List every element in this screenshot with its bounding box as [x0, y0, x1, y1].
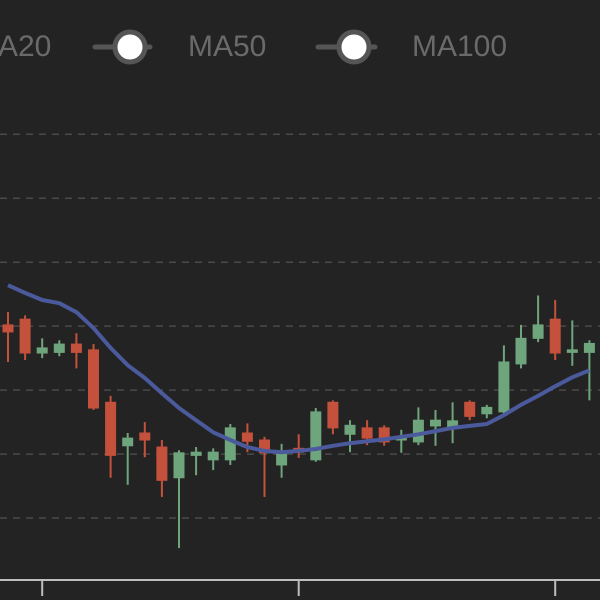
- candle-body: [498, 361, 510, 413]
- candle-body: [412, 419, 424, 443]
- candle-body: [105, 401, 117, 456]
- ma-line: [7, 283, 591, 455]
- candle-body: [88, 349, 99, 409]
- candle-body: [139, 432, 151, 441]
- candle-body: [207, 451, 219, 461]
- legend-label: MA20: [0, 30, 51, 63]
- candle-body: [566, 349, 578, 353]
- legend-label: MA100: [412, 30, 507, 63]
- legend-icon-dot: [112, 29, 148, 65]
- candle-body: [549, 318, 561, 354]
- candle-body: [173, 452, 185, 479]
- candle-body: [310, 411, 322, 461]
- legend-label: MA50: [188, 30, 266, 63]
- candle-body: [224, 427, 236, 461]
- candle-body: [464, 401, 476, 417]
- candle-body: [532, 324, 544, 339]
- candle-body: [276, 452, 288, 466]
- candle-body: [241, 432, 253, 442]
- candle-body: [327, 401, 339, 429]
- candle-body: [344, 424, 356, 435]
- candle-body: [53, 343, 65, 353]
- legend-icon-dot: [336, 29, 372, 65]
- candle-body: [36, 347, 48, 354]
- candle-body: [70, 343, 82, 353]
- candle-body: [481, 406, 493, 415]
- candle-body: [122, 437, 134, 447]
- candle-body: [430, 419, 441, 427]
- candle-body: [190, 451, 202, 456]
- candle-body: [2, 324, 14, 333]
- candle-body: [515, 337, 527, 365]
- candle-body: [378, 427, 390, 443]
- candle-body: [583, 342, 595, 353]
- candle-body: [361, 427, 373, 439]
- candle-body: [156, 446, 168, 481]
- candle-body: [19, 318, 31, 354]
